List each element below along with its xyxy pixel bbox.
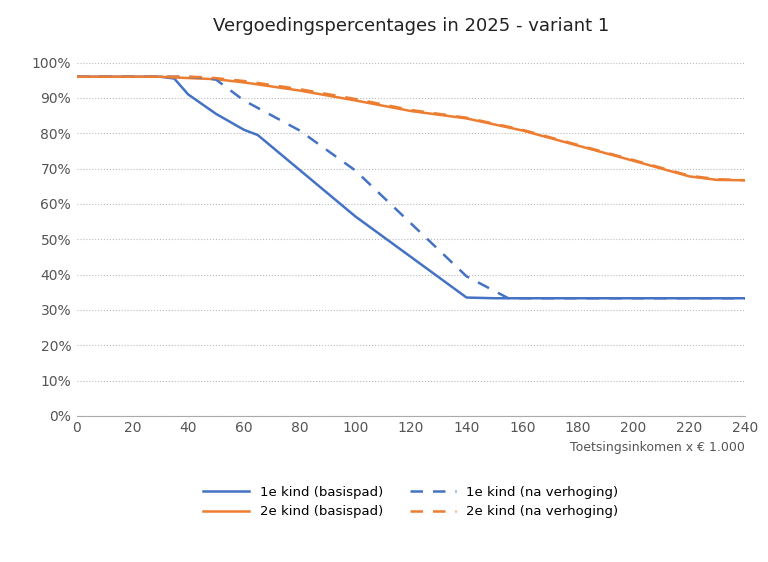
Legend: 1e kind (basispad), 2e kind (basispad), 1e kind (na verhoging), 2e kind (na verh: 1e kind (basispad), 2e kind (basispad), … <box>204 486 618 518</box>
Title: Vergoedingspercentages in 2025 - variant 1: Vergoedingspercentages in 2025 - variant… <box>213 17 609 35</box>
X-axis label: Toetsingsinkomen x € 1.000: Toetsingsinkomen x € 1.000 <box>570 441 745 454</box>
